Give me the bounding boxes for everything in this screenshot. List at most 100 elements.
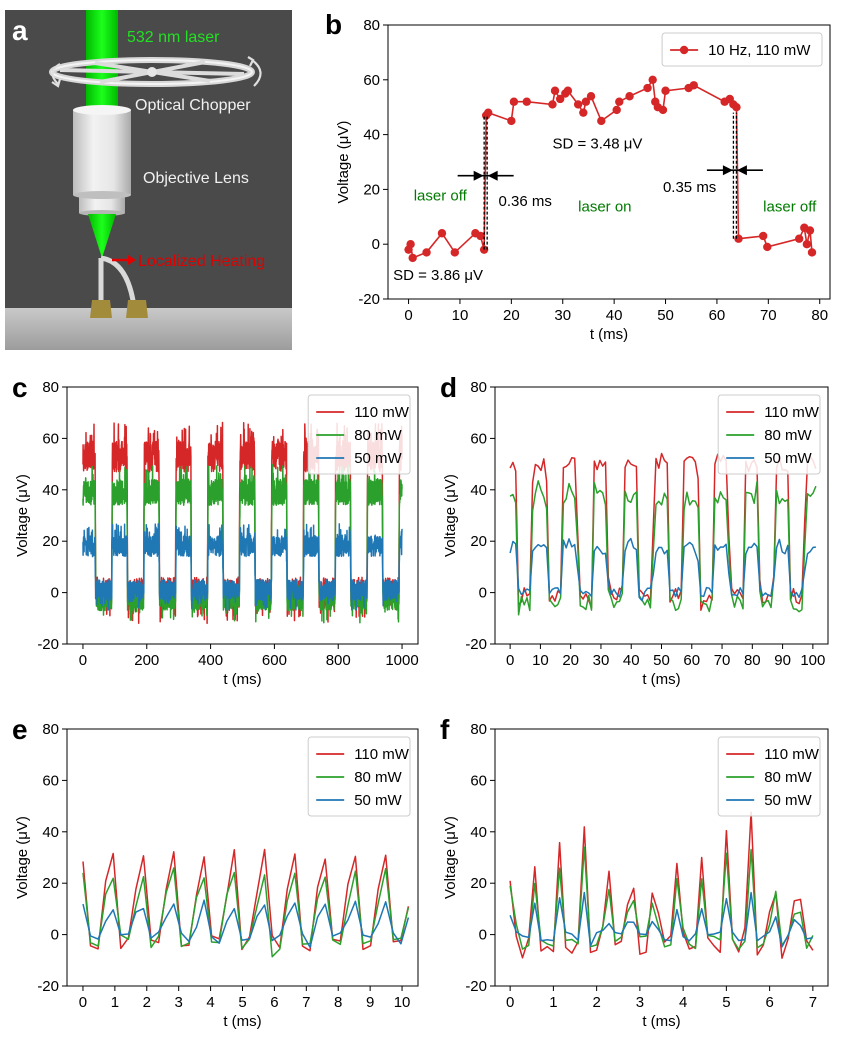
x-tick-label-b: 10 bbox=[452, 307, 469, 324]
data-point-b bbox=[573, 100, 583, 109]
data-point-b bbox=[437, 229, 447, 238]
x-tick-label-d: 90 bbox=[774, 652, 791, 669]
panel-a-illustration: a 532 nm laser Optical Chopper Objective… bbox=[5, 10, 292, 350]
y-tick-label-b: 0 bbox=[372, 236, 380, 253]
legend-marker-b bbox=[679, 45, 689, 55]
objective-lens bbox=[73, 105, 131, 216]
chart-panel-c: c 0 200 400 600 800 1000 -20 0 20 40 60 80 t (ms) Volt… bbox=[12, 372, 419, 688]
legend-entry-c: 110 mW bbox=[354, 404, 410, 421]
data-point-b bbox=[689, 81, 699, 90]
data-point-b bbox=[802, 240, 812, 249]
x-tick-label-c: 200 bbox=[134, 652, 159, 669]
chart-panel-f: f 0 1 2 3 4 5 6 7 -20 0 20 40 60 80 t (ms) Voltage (μV) 1… bbox=[440, 714, 829, 1030]
x-tick-label-d: 40 bbox=[623, 652, 640, 669]
panel-letter-c: c bbox=[12, 372, 28, 403]
arrow-right-icon bbox=[722, 165, 733, 176]
data-point-b bbox=[555, 94, 565, 104]
y-tick-label-f: 40 bbox=[470, 824, 487, 841]
legend-box-b bbox=[661, 32, 823, 67]
y-tick-label-b: 60 bbox=[363, 72, 380, 89]
y-tick-label-d: 40 bbox=[470, 482, 487, 499]
plot-frame-f bbox=[494, 728, 829, 987]
series-line-f-2 bbox=[509, 891, 814, 948]
x-tick-label-f: 7 bbox=[809, 994, 817, 1011]
arrow-left-icon bbox=[736, 165, 747, 176]
legend-box-e bbox=[307, 736, 411, 817]
legend-entry-c: 50 mW bbox=[354, 450, 402, 467]
y-tick-label-c: 40 bbox=[42, 482, 59, 499]
data-point-b bbox=[661, 86, 670, 95]
legend-entry-d: 50 mW bbox=[764, 450, 812, 467]
x-axis-label-d: t (ms) bbox=[642, 671, 680, 688]
data-point-b bbox=[586, 92, 596, 101]
data-point-b bbox=[406, 240, 415, 249]
data-point-b bbox=[563, 86, 573, 95]
lens-label: Objective Lens bbox=[143, 170, 249, 187]
chopper-label: Optical Chopper bbox=[135, 97, 251, 114]
y-tick-label-b: -20 bbox=[358, 291, 380, 308]
plot-area-e bbox=[82, 848, 410, 958]
x-tick-label-c: 1000 bbox=[385, 652, 418, 669]
data-point-b bbox=[734, 234, 743, 243]
data-point-b bbox=[625, 92, 634, 101]
plot-frame-e bbox=[66, 728, 419, 987]
series-line-f-1 bbox=[509, 846, 814, 951]
x-axis-label-f: t (ms) bbox=[642, 1013, 680, 1030]
x-tick-label-b: 40 bbox=[606, 307, 623, 324]
data-point-b bbox=[658, 105, 668, 115]
data-point-b bbox=[484, 108, 493, 117]
data-point-b bbox=[763, 242, 772, 252]
annotation-b: SD = 3.86 μV bbox=[393, 267, 483, 284]
heated-device bbox=[90, 255, 148, 318]
y-tick-label-c: -20 bbox=[37, 636, 59, 653]
heating-label: Localized Heating bbox=[138, 253, 265, 270]
y-tick-label-d: 20 bbox=[470, 533, 487, 550]
y-tick-label-b: 40 bbox=[363, 127, 380, 144]
series-line-c-1 bbox=[82, 463, 403, 624]
y-tick-label-d: 0 bbox=[479, 585, 487, 602]
series-line-d-1 bbox=[509, 480, 817, 616]
y-tick-label-e: 60 bbox=[42, 772, 59, 789]
series-line-d-0 bbox=[509, 452, 817, 611]
x-tick-label-c: 400 bbox=[198, 652, 223, 669]
plot-area-b bbox=[404, 75, 817, 263]
series-line-e-2 bbox=[82, 899, 410, 948]
panel-letter-d: d bbox=[440, 372, 457, 403]
y-tick-label-b: 80 bbox=[363, 17, 380, 34]
data-point-b bbox=[408, 253, 417, 263]
data-point-b bbox=[732, 103, 741, 112]
y-tick-label-f: 20 bbox=[470, 875, 487, 892]
annotation-b: laser off bbox=[763, 198, 817, 215]
data-point-b bbox=[597, 116, 606, 126]
x-tick-label-e: 6 bbox=[270, 994, 278, 1011]
x-tick-label-d: 80 bbox=[744, 652, 761, 669]
y-tick-label-e: 40 bbox=[42, 824, 59, 841]
x-tick-label-d: 0 bbox=[506, 652, 514, 669]
legend-box-d bbox=[717, 394, 821, 475]
y-axis-label-b: Voltage (μV) bbox=[335, 121, 352, 204]
optical-chopper bbox=[49, 56, 262, 88]
series-line-c-2 bbox=[82, 523, 403, 612]
rotation-arrow-right-icon bbox=[251, 59, 262, 87]
x-tick-label-e: 1 bbox=[111, 994, 119, 1011]
y-axis-label-e: Voltage (μV) bbox=[14, 816, 31, 899]
x-tick-label-d: 70 bbox=[714, 652, 731, 669]
x-tick-label-f: 4 bbox=[679, 994, 687, 1011]
x-tick-label-d: 20 bbox=[562, 652, 579, 669]
x-tick-label-c: 600 bbox=[262, 652, 287, 669]
x-tick-label-f: 3 bbox=[636, 994, 644, 1011]
chart-panel-d: d 0 10 20 30 40 50 60 70 80 90 100 -20 0 20 40 60 80 t (ms… bbox=[440, 372, 829, 688]
series-line-f-0 bbox=[509, 811, 814, 959]
legend-entry-f: 110 mW bbox=[764, 746, 820, 763]
arrow-right-icon bbox=[473, 170, 484, 181]
annotation-b: 0.36 ms bbox=[499, 193, 552, 210]
y-tick-label-e: 80 bbox=[42, 721, 59, 738]
x-tick-label-d: 10 bbox=[532, 652, 549, 669]
y-axis-label-d: Voltage (μV) bbox=[442, 474, 459, 557]
x-tick-label-d: 50 bbox=[653, 652, 670, 669]
x-tick-label-e: 4 bbox=[206, 994, 214, 1011]
chart-panel-e: e 0 1 2 3 4 5 6 7 8 9 10 -20 0 20 40 60 80 t (ms) Voltage (… bbox=[12, 714, 419, 1030]
x-tick-label-e: 8 bbox=[334, 994, 342, 1011]
x-tick-label-c: 800 bbox=[326, 652, 351, 669]
